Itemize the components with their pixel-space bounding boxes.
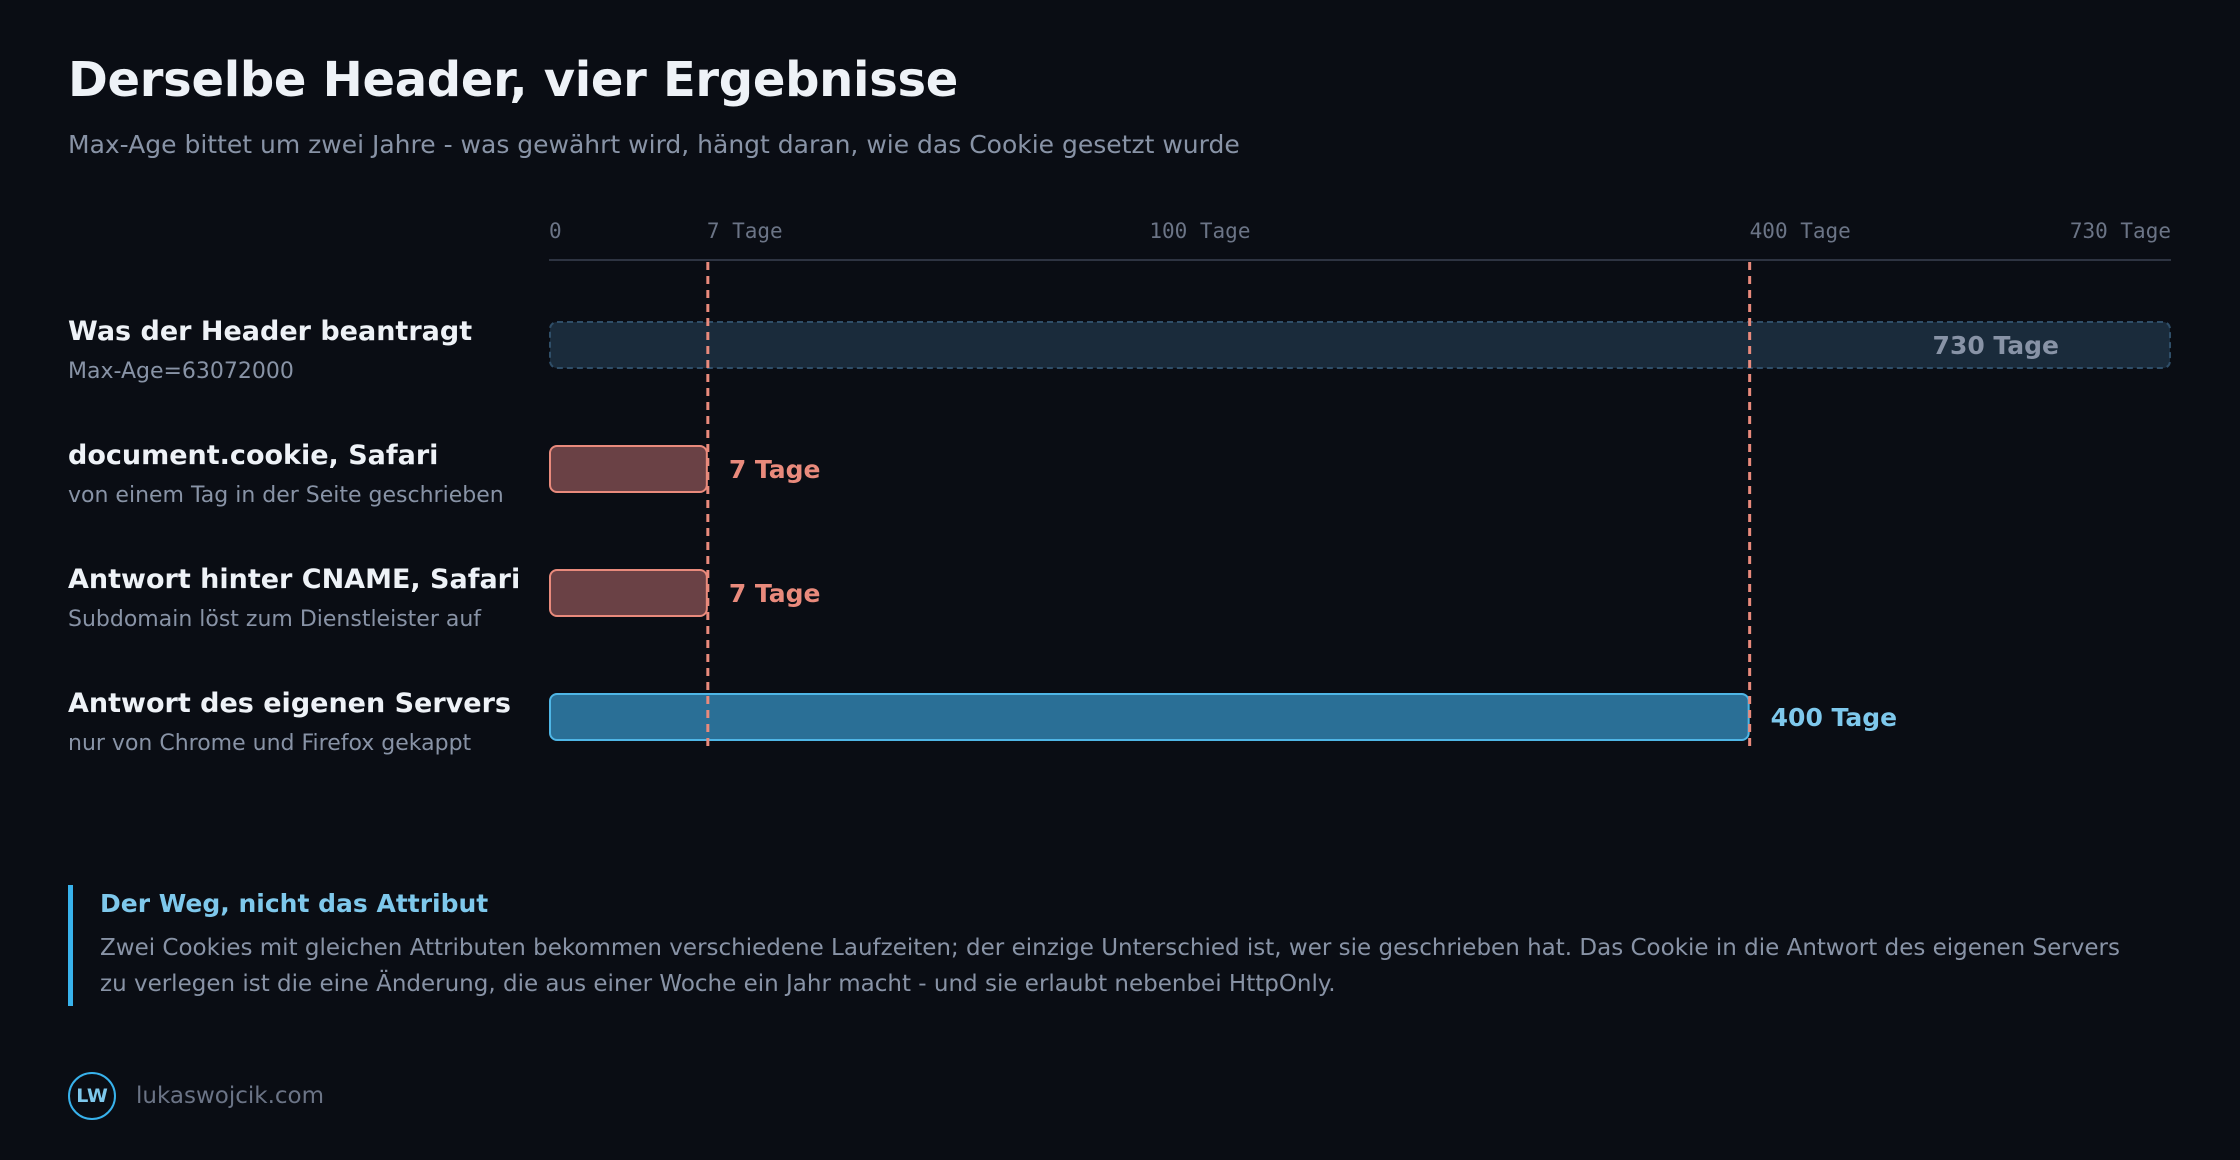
row-sublabel: von einem Tag in der Seite geschrieben — [68, 483, 504, 508]
note-title: Der Weg, nicht das Attribut — [100, 889, 489, 918]
value-label: 7 Tage — [729, 455, 821, 484]
bar — [549, 569, 708, 617]
row-sublabel: Subdomain löst zum Dienstleister auf — [68, 607, 482, 632]
row-label: Antwort des eigenen Servers — [68, 688, 511, 719]
row-label: Was der Header beantragt — [68, 316, 472, 347]
value-label: 7 Tage — [729, 579, 821, 608]
logo-badge: LW — [68, 1072, 116, 1120]
bar — [549, 321, 2171, 369]
bar-chart: 0 7 Tage 100 Tage 400 Tage 730 Tage Was der H… — [68, 219, 2171, 756]
site-link[interactable]: lukaswojcik.com — [136, 1083, 325, 1109]
x-tick-label: 0 — [549, 219, 562, 243]
x-tick-label: 100 Tage — [1149, 219, 1250, 243]
x-tick-label: 7 Tage — [707, 219, 783, 243]
bar — [549, 445, 708, 493]
x-tick-label: 730 Tage — [2070, 219, 2171, 243]
callout-note: Der Weg, nicht das Attribut Zwei Cookies… — [68, 885, 2148, 1006]
value-label: 400 Tage — [1771, 703, 1897, 732]
footer: LW lukaswojcik.com — [68, 1072, 324, 1120]
row-label: Antwort hinter CNAME, Safari — [68, 564, 520, 595]
chart-subtitle: Max-Age bittet um zwei Jahre - was gewäh… — [68, 130, 1240, 159]
row-label: document.cookie, Safari — [68, 440, 438, 471]
chart-title: Derselbe Header, vier Ergebnisse — [68, 52, 959, 108]
bar — [549, 693, 1750, 741]
x-tick-label: 400 Tage — [1750, 219, 1851, 243]
row-sublabel: nur von Chrome und Firefox gekappt — [68, 731, 472, 756]
value-label: 730 Tage — [1933, 331, 2059, 360]
note-body: Zwei Cookies mit gleichen Attributen bek… — [100, 935, 2120, 997]
row-sublabel: Max-Age=63072000 — [68, 359, 294, 384]
